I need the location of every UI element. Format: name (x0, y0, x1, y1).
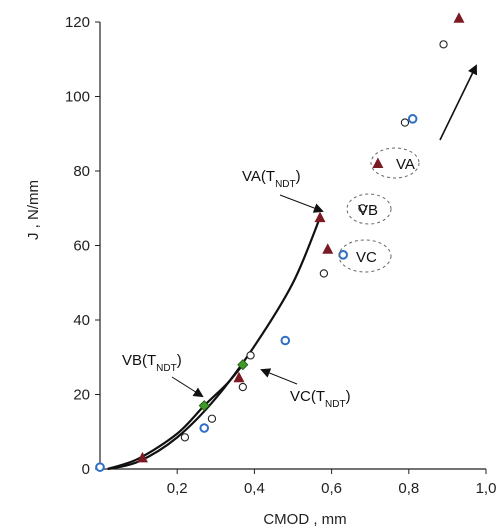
point-green-diamond (198, 400, 210, 412)
point-open-circle (238, 382, 247, 392)
annotation-arrows (171, 64, 477, 398)
annotation-vc-tndt: VC(TNDT) (290, 388, 351, 410)
data-points (95, 12, 465, 472)
point-triangle (233, 371, 245, 383)
point-triangle (453, 12, 465, 23)
label-vc: VC (356, 249, 377, 266)
point-triangle (136, 451, 148, 463)
annotations: VA(TNDT) VB(TNDT) VC(TNDT) VA VB VC (122, 156, 415, 410)
y-tick-label: 120 (65, 14, 90, 31)
point-blue-diamond (407, 114, 418, 124)
point-blue-diamond (280, 335, 291, 346)
point-open-circle (207, 414, 217, 423)
y-tick-label: 20 (73, 387, 90, 404)
point-open-circle (439, 40, 448, 49)
point-triangle (322, 243, 334, 254)
point-open-circle (358, 204, 367, 213)
x-axis-title: CMOD , mm (263, 511, 346, 528)
point-triangle (314, 211, 326, 223)
y-tick-label: 80 (73, 163, 90, 180)
callout-ellipse-va (370, 147, 420, 179)
x-tick-label: 0,2 (167, 480, 188, 497)
arrow-va-tndt (279, 194, 324, 213)
x-tick-label: 0,6 (321, 480, 342, 497)
x-tick-label: 1,0 (476, 480, 497, 497)
y-axis-title: J , N/mm (25, 180, 42, 240)
annotation-va-tndt: VA(TNDT) (242, 168, 301, 190)
callout-ellipse-vc (338, 239, 392, 273)
point-blue-diamond (199, 423, 210, 433)
point-open-circle (400, 118, 410, 127)
callout-ellipse-vb (346, 193, 392, 225)
fit-curve (107, 363, 244, 471)
point-triangle (372, 157, 384, 169)
point-open-circle (319, 269, 329, 278)
label-vb: VB (358, 202, 378, 219)
point-open-circle (246, 351, 255, 360)
point-open-circle (180, 433, 190, 442)
y-tick-label: 100 (65, 89, 90, 106)
point-blue-diamond (95, 462, 105, 472)
ticks: 0 20 40 60 80 100 120 0,2 0,4 0,6 0,8 1,0 (65, 14, 496, 497)
point-blue-diamond (338, 250, 348, 260)
label-va: VA (396, 156, 415, 173)
x-tick-label: 0,4 (244, 480, 265, 497)
y-tick-label: 40 (73, 312, 90, 329)
x-tick-label: 0,8 (398, 480, 419, 497)
arrow-vc-tndt (260, 368, 298, 385)
annotation-vb-tndt: VB(TNDT) (122, 352, 182, 374)
y-tick-label: 0 (82, 461, 90, 478)
callout-ellipses (338, 147, 420, 273)
trend-arrow (439, 64, 477, 141)
point-green-diamond (237, 359, 249, 371)
y-tick-label: 60 (73, 238, 90, 255)
arrow-vb-tndt (171, 376, 204, 398)
